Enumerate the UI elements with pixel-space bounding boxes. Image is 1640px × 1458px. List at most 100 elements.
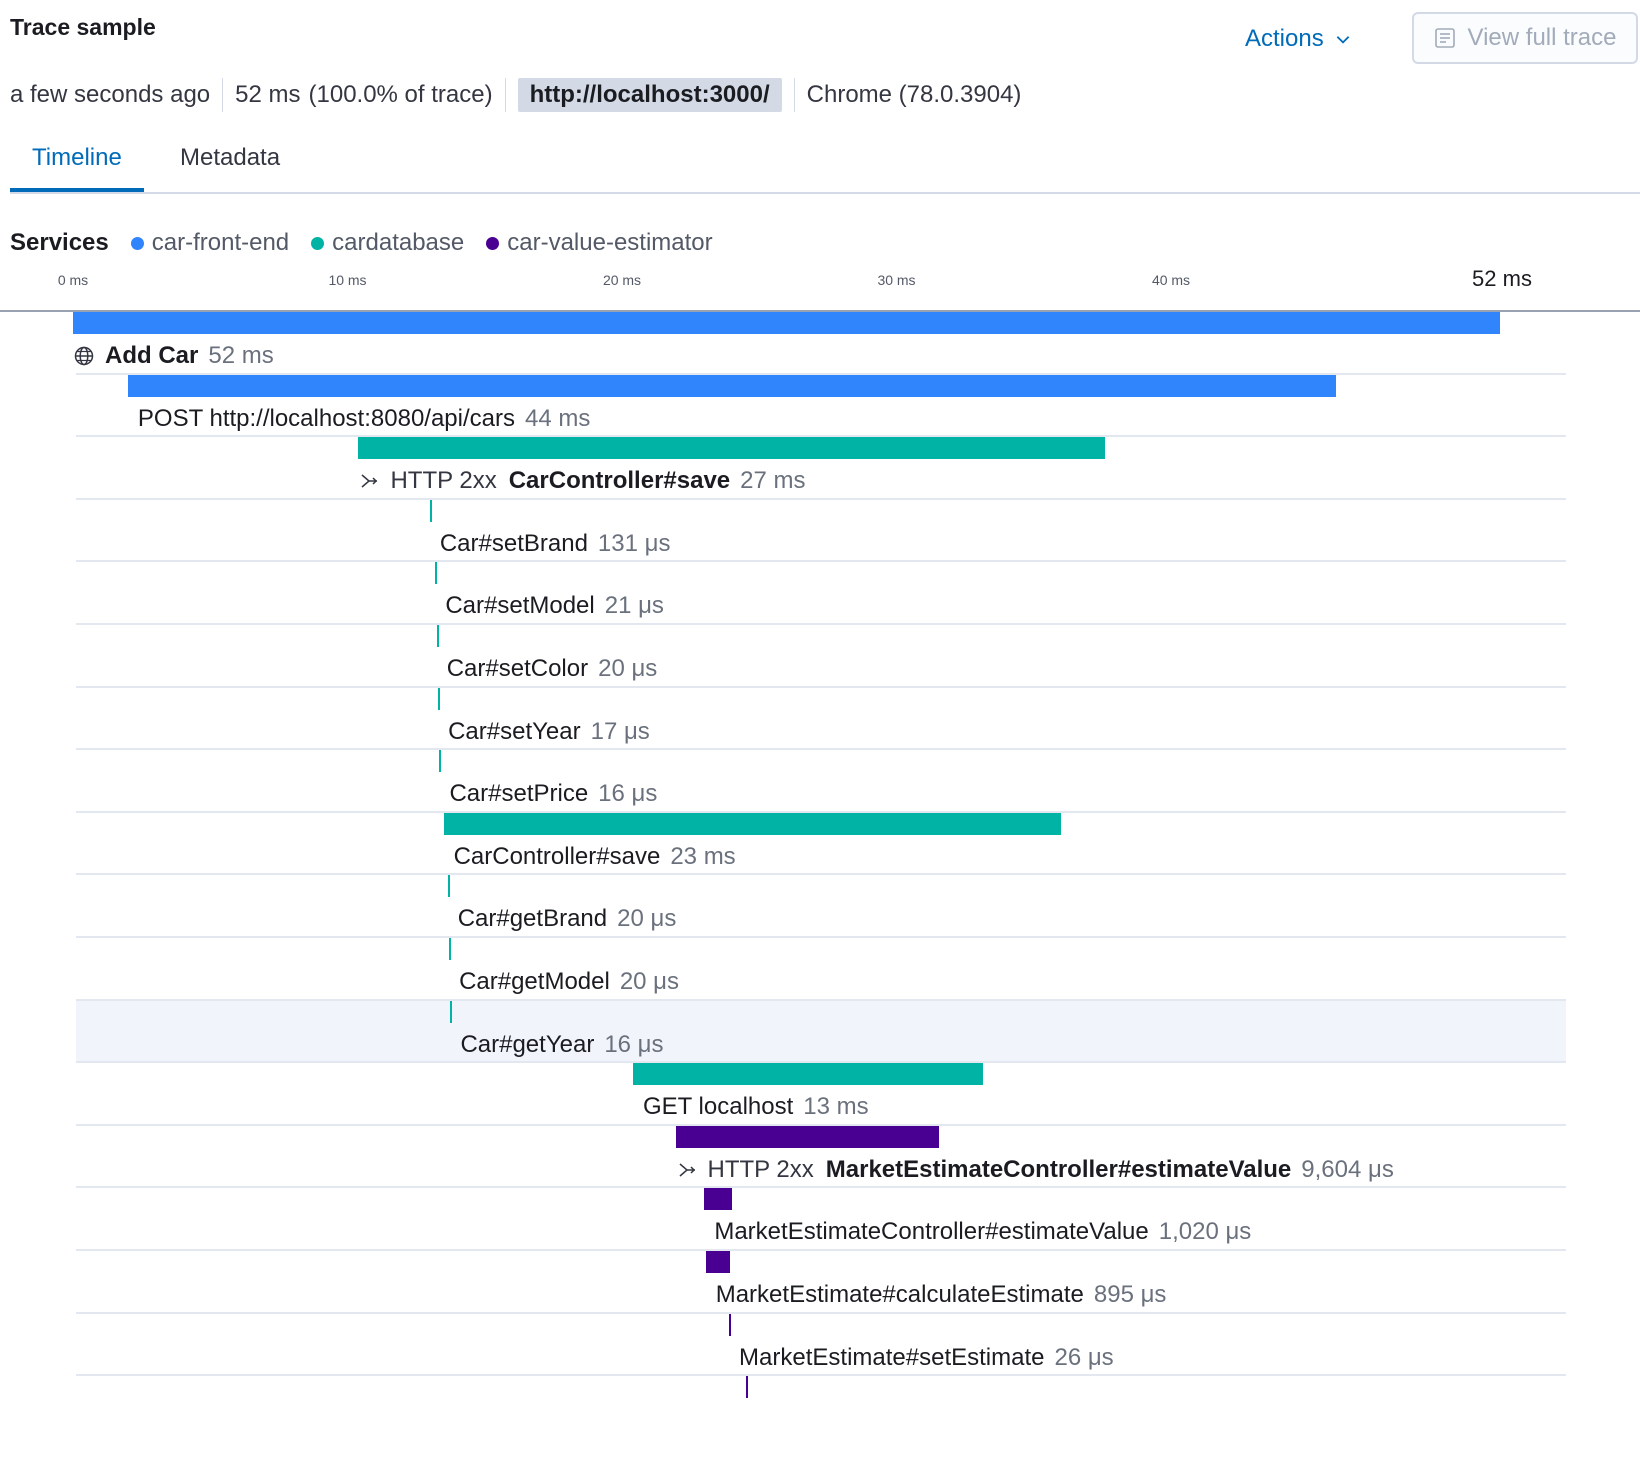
span-row[interactable]: Car#setPrice 16 μs (76, 750, 1566, 813)
span-bar[interactable] (443, 812, 1062, 835)
span-label: Car#setPrice 16 μs (449, 780, 657, 808)
span-row[interactable]: CarController#save 23 ms (76, 812, 1566, 876)
span-row[interactable]: MarketEstimateController#estimateValue 1,… (76, 1188, 1566, 1251)
span-label: Car#getBrand 20 μs (458, 905, 677, 933)
span-row[interactable]: Car#setYear 17 μs (76, 687, 1566, 751)
span-row[interactable] (76, 1376, 1566, 1439)
span-name: MarketEstimate#calculateEstimate (715, 1281, 1084, 1308)
actions-button[interactable]: Actions (1245, 20, 1352, 58)
span-row[interactable]: Add Car 52 ms (73, 312, 1566, 375)
axis-tick-label: 20 ms (602, 272, 642, 288)
span-bar[interactable] (429, 499, 432, 522)
page-title: Trace sample (10, 14, 156, 40)
span-name: POST http://localhost:8080/api/cars (137, 404, 515, 432)
span-name: Car#getModel (459, 968, 610, 995)
span-duration: 26 μs (1054, 1343, 1114, 1371)
span-label: Car#setColor 20 μs (447, 655, 658, 683)
span-duration: 9,604 μs (1301, 1155, 1394, 1183)
axis-tick-label: 40 ms (1151, 272, 1191, 288)
tab-bar: Timeline Metadata (10, 136, 1640, 194)
span-duration: 52 ms (208, 342, 274, 369)
http-status: HTTP 2xx (390, 467, 497, 495)
merge-icon (676, 1159, 698, 1181)
span-bar[interactable] (705, 1251, 731, 1273)
span-bar[interactable] (435, 562, 438, 585)
trace-summary: a few seconds ago 52 ms (100.0% of trace… (10, 76, 1021, 114)
span-duration: 20 μs (617, 905, 677, 933)
span-label: Car#getYear 16 μs (460, 1031, 663, 1059)
span-label: MarketEstimate#setEstimate 26 μs (739, 1344, 1114, 1372)
span-label: Car#setModel 21 μs (445, 592, 664, 620)
span-row[interactable]: Car#setColor 20 μs (76, 625, 1566, 688)
actions-label: Actions (1245, 25, 1324, 52)
span-bar[interactable] (127, 374, 1336, 397)
span-bar[interactable] (436, 625, 439, 647)
legend-dot (311, 236, 325, 250)
span-row[interactable]: HTTP 2xx MarketEstimateController#estimat… (76, 1125, 1566, 1189)
services-legend: Services car-front-end cardatabase car-v… (10, 226, 735, 260)
span-row[interactable]: Car#setModel 21 μs (76, 562, 1566, 625)
span-label: Car#getModel 20 μs (459, 968, 679, 996)
span-name: GET localhost (642, 1093, 794, 1121)
span-duration: 21 μs (604, 592, 664, 620)
percent-of-trace: (100.0% of trace) (308, 81, 493, 108)
span-row[interactable]: MarketEstimate#calculateEstimate 895 μs (76, 1251, 1566, 1314)
span-bar[interactable] (675, 1125, 940, 1148)
span-bar[interactable] (73, 312, 1501, 334)
span-bar[interactable] (438, 687, 441, 710)
span-bar[interactable] (358, 437, 1106, 460)
span-bar[interactable] (449, 938, 452, 960)
span-name: CarController#save (453, 842, 661, 870)
span-bar[interactable] (729, 1313, 732, 1336)
tab-metadata[interactable]: Metadata (180, 144, 281, 171)
span-row[interactable]: HTTP 2xx CarController#save 27 ms (76, 437, 1566, 500)
span-name: MarketEstimateController#estimateValue (825, 1155, 1292, 1183)
span-name: MarketEstimate#setEstimate (739, 1343, 1045, 1371)
span-row[interactable]: Car#getYear 16 μs (76, 1000, 1566, 1064)
span-name: Add Car (105, 342, 199, 369)
legend-item-car-value-estimator: car-value-estimator (486, 229, 713, 257)
span-bar[interactable] (704, 1188, 733, 1211)
span-label: HTTP 2xx MarketEstimateController#estimat… (676, 1156, 1394, 1184)
span-row[interactable]: Car#setBrand 131 μs (76, 499, 1566, 563)
span-name: MarketEstimateController#estimateValue (714, 1218, 1149, 1246)
span-bar[interactable] (450, 1000, 453, 1023)
span-row[interactable]: GET localhost 13 ms (76, 1063, 1566, 1126)
timeline-axis: 0 ms 10 ms 20 ms 30 ms 40 ms 52 ms (0, 264, 1640, 312)
axis-end-label: 52 ms (1472, 266, 1532, 291)
legend-label: car-value-estimator (507, 229, 713, 256)
span-duration: 895 μs (1093, 1281, 1167, 1308)
trace-duration: 52 ms (235, 81, 301, 108)
span-bar[interactable] (745, 1376, 748, 1399)
span-label: GET localhost 13 ms (643, 1093, 869, 1121)
span-name: Car#setBrand (439, 529, 588, 557)
axis-tick-label: 10 ms (328, 272, 367, 288)
span-name: Car#setColor (446, 655, 589, 682)
span-bar[interactable] (447, 875, 450, 898)
tab-timeline[interactable]: Timeline (10, 136, 144, 192)
span-row[interactable]: Car#getBrand 20 μs (76, 875, 1566, 938)
span-bar[interactable] (632, 1063, 983, 1086)
span-row[interactable]: MarketEstimate#setEstimate 26 μs (76, 1313, 1566, 1377)
span-label: Car#setBrand 131 μs (440, 530, 671, 558)
legend-dot (486, 236, 500, 250)
divider (504, 78, 506, 112)
span-name: Car#setYear (448, 717, 581, 745)
span-row[interactable]: POST http://localhost:8080/api/cars 44 ms (76, 374, 1566, 438)
span-duration: 44 ms (525, 404, 591, 432)
span-label: Add Car 52 ms (73, 342, 274, 370)
waterfall: Add Car 52 ms POST http://localhost:8080/a… (73, 312, 1566, 1458)
span-name: Car#getYear (460, 1030, 595, 1058)
divider (793, 78, 795, 112)
axis-tick-label: 0 ms (57, 272, 89, 288)
globe-icon (73, 345, 95, 367)
legend-label: cardatabase (332, 229, 465, 256)
divider (222, 78, 224, 112)
url-badge[interactable]: http://localhost:3000/ (517, 78, 782, 112)
span-name: CarController#save (508, 467, 731, 495)
view-full-trace-button[interactable]: View full trace (1412, 12, 1638, 64)
span-row[interactable]: Car#getModel 20 μs (76, 938, 1566, 1001)
span-bar[interactable] (439, 750, 442, 773)
span-duration: 16 μs (604, 1030, 664, 1058)
span-label: CarController#save 23 ms (454, 843, 736, 871)
